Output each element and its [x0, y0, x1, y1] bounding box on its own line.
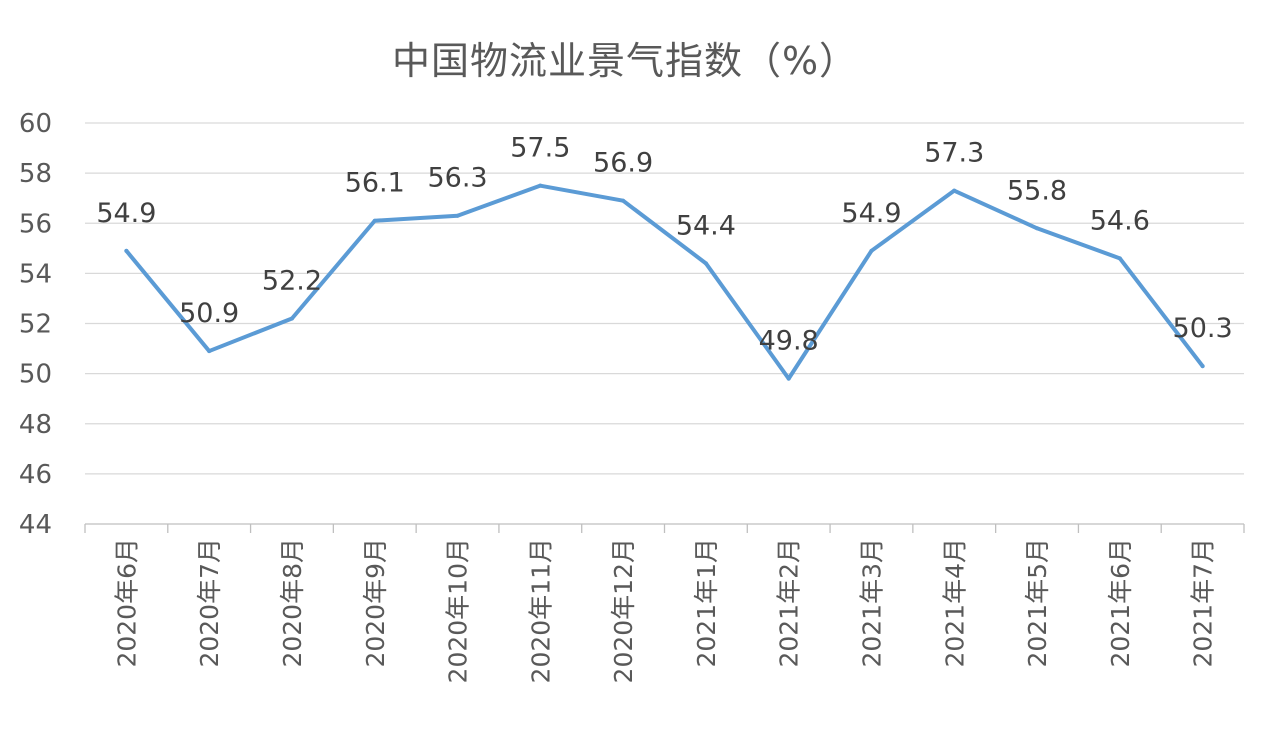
y-tick-label: 60 [19, 109, 52, 139]
x-tick-label: 2020年7月 [195, 538, 224, 668]
y-tick-label: 54 [19, 259, 52, 289]
data-point [538, 183, 543, 188]
x-tick-label: 2021年6月 [1106, 538, 1135, 668]
data-label: 52.2 [262, 265, 322, 296]
y-axis-tick-labels: 44 46 48 50 52 54 56 58 60 [19, 109, 52, 540]
data-point [703, 261, 708, 266]
x-tick-label: 2020年9月 [361, 538, 390, 668]
series [124, 183, 1205, 381]
x-tick-label: 2021年5月 [1023, 538, 1052, 668]
x-tick-label: 2021年3月 [857, 538, 886, 668]
data-label: 50.9 [179, 298, 239, 329]
data-point [1035, 226, 1040, 231]
x-tick-label: 2021年1月 [692, 538, 721, 668]
x-tick-label: 2020年6月 [112, 538, 141, 668]
data-label: 54.6 [1090, 205, 1150, 236]
y-tick-label: 56 [19, 209, 52, 239]
y-tick-label: 44 [19, 510, 52, 540]
x-tick-label: 2020年8月 [278, 538, 307, 668]
data-label: 49.8 [759, 326, 819, 357]
data-label: 54.9 [96, 198, 156, 229]
data-point [621, 198, 626, 203]
x-tick-label: 2020年11月 [526, 538, 555, 683]
y-tick-label: 52 [19, 310, 52, 340]
data-point [952, 188, 957, 193]
x-tick-label: 2021年2月 [775, 538, 804, 668]
data-point [207, 349, 212, 354]
y-tick-label: 46 [19, 460, 52, 490]
data-label: 55.8 [1007, 175, 1067, 206]
data-label: 54.4 [676, 210, 736, 241]
data-label: 56.9 [593, 148, 653, 179]
x-tick-label: 2021年4月 [940, 538, 969, 668]
data-label: 56.3 [427, 163, 487, 194]
data-label: 54.9 [841, 198, 901, 229]
x-tick-label: 2020年10月 [444, 538, 473, 683]
data-point [289, 316, 294, 321]
x-axis-tick-labels: 2020年6月 2020年7月 2020年8月 2020年9月 2020年10月 2020… [112, 538, 1217, 683]
axes [84, 523, 1245, 533]
y-tick-label: 50 [19, 360, 52, 390]
y-tick-label: 48 [19, 410, 52, 440]
gridlines [85, 122, 1244, 475]
data-label: 56.1 [345, 168, 405, 199]
data-point [124, 248, 129, 253]
data-point [786, 376, 791, 381]
data-label: 57.3 [924, 138, 984, 169]
data-label: 57.5 [510, 133, 570, 164]
data-label: 50.3 [1173, 313, 1233, 344]
series-line [124, 183, 1205, 381]
y-tick-label: 58 [19, 159, 52, 189]
data-labels: 54.9 50.9 52.2 56.1 56.3 57.5 56.9 54.4 49.8 54.9… [96, 133, 1232, 357]
data-point [372, 218, 377, 223]
chart-title: 中国物流业景气指数（%） [391, 39, 859, 83]
data-point [869, 248, 874, 253]
x-tick-label: 2020年12月 [609, 538, 638, 683]
x-tick-label: 2021年7月 [1189, 538, 1218, 668]
data-point [1117, 256, 1122, 261]
data-point [1200, 364, 1205, 369]
data-point [455, 213, 460, 218]
